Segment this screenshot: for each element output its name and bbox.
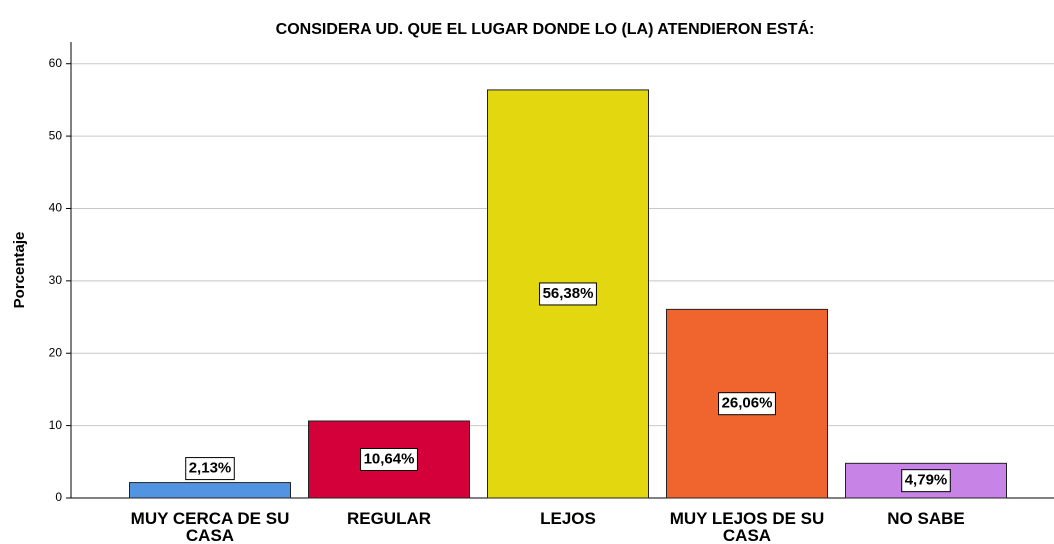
value-label: 26,06%	[722, 395, 773, 412]
value-label: 10,64%	[364, 450, 415, 467]
y-tick-label: 40	[49, 201, 63, 215]
y-tick-label: 0	[55, 490, 62, 504]
bar	[845, 462, 1007, 499]
chart-title: CONSIDERA UD. QUE EL LUGAR DONDE LO (LA)…	[276, 19, 815, 38]
value-label-box	[360, 447, 418, 471]
value-label-box	[539, 282, 597, 306]
y-tick-label: 10	[49, 418, 63, 432]
value-label: 2,13%	[189, 460, 232, 477]
y-tick-label: 50	[49, 128, 63, 142]
y-axis-label: Porcentaje	[11, 232, 28, 309]
bar	[129, 482, 291, 499]
value-label-box	[901, 469, 951, 493]
x-tick-label: MUY LEJOS DE SU CASA	[669, 509, 825, 544]
value-label-box	[185, 457, 235, 481]
value-label-box	[718, 392, 776, 416]
y-tick-label: 20	[49, 345, 63, 359]
x-tick-label: LEJOS	[540, 509, 596, 528]
value-label: 4,79%	[905, 472, 948, 489]
x-tick-label: MUY CERCA DE SU CASA	[130, 509, 290, 544]
x-tick-label: NO SABE	[887, 509, 965, 528]
y-tick-label: 60	[49, 56, 63, 70]
value-label: 56,38%	[543, 285, 594, 302]
x-tick-label: REGULAR	[346, 509, 432, 528]
y-tick-label: 30	[49, 273, 63, 287]
